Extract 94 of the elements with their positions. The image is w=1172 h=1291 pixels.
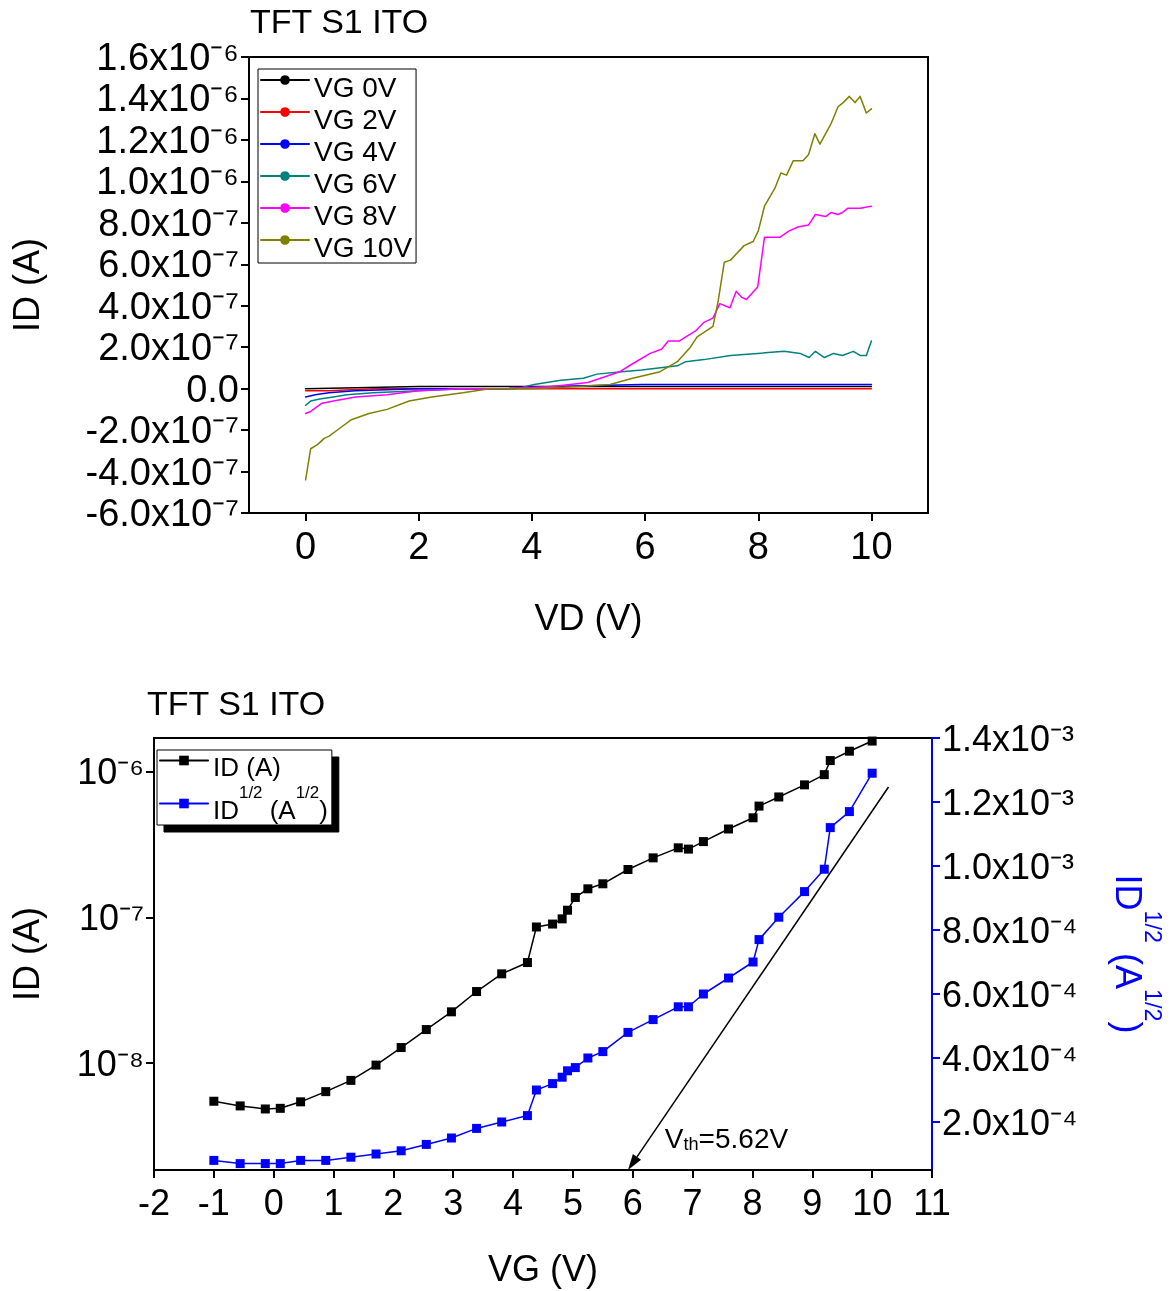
line-series xyxy=(304,205,873,415)
point xyxy=(844,746,854,756)
legend-label: VG 0V xyxy=(314,71,397,103)
point xyxy=(472,987,482,997)
point xyxy=(623,865,633,875)
point xyxy=(235,1101,245,1111)
point xyxy=(774,792,784,802)
point xyxy=(819,770,829,780)
y2-tick-label: 2.0x10⁻⁴ xyxy=(942,1101,1078,1143)
point xyxy=(673,843,683,853)
x-tick-label: 4 xyxy=(521,525,543,567)
y-tick-label: 8.0x10⁻⁷ xyxy=(98,201,239,244)
y-axis-title: ID (A) xyxy=(5,238,47,332)
y-tick-label: 1.0x10⁻⁶ xyxy=(96,160,239,203)
chart-title: TFT S1 ITO xyxy=(147,684,326,722)
x-tick-label: 8 xyxy=(747,525,769,567)
point xyxy=(446,1007,456,1017)
x-tick-label: -1 xyxy=(197,1181,230,1223)
point xyxy=(825,756,835,766)
x-axis-title: VD (V) xyxy=(534,596,643,638)
point xyxy=(583,884,593,894)
point xyxy=(531,922,541,932)
point xyxy=(346,1075,356,1085)
y2-tick-label: 1.4x10⁻³ xyxy=(942,717,1075,759)
y-tick-label: -4.0x10⁻⁷ xyxy=(85,450,239,493)
x-tick-label: 7 xyxy=(682,1181,703,1223)
y2-tick-label: 4.0x10⁻⁴ xyxy=(942,1037,1078,1079)
y-tick-label: 10⁻⁸ xyxy=(76,1042,144,1084)
point xyxy=(497,969,507,979)
point xyxy=(296,1097,306,1107)
x-tick-label: 1 xyxy=(323,1181,344,1223)
legend-label: VG 2V xyxy=(314,103,397,135)
point xyxy=(570,892,580,902)
x-tick-label: 0 xyxy=(295,525,317,567)
y-tick-label: -6.0x10⁻⁷ xyxy=(85,492,239,534)
x-tick-label: 2 xyxy=(408,525,430,567)
y2-tick-label: 1.0x10⁻³ xyxy=(942,845,1075,887)
legend-label: VG 8V xyxy=(314,199,397,231)
point xyxy=(209,1096,219,1106)
y2-tick-label: 8.0x10⁻⁴ xyxy=(942,909,1078,951)
legend-label: ID (A) xyxy=(213,752,281,782)
y-tick-label: -2.0x10⁻⁷ xyxy=(85,409,239,452)
x-tick-label: 2 xyxy=(383,1181,404,1223)
point xyxy=(522,958,532,968)
point xyxy=(260,1104,270,1114)
y-tick-label: 10⁻⁷ xyxy=(78,896,144,938)
legend-label: VG 10V xyxy=(314,231,413,263)
x-tick-label: 3 xyxy=(443,1181,464,1223)
point xyxy=(598,879,608,889)
x-tick-label: 0 xyxy=(263,1181,284,1223)
x-tick-label: -2 xyxy=(137,1181,171,1223)
y-tick-label: 0.0 xyxy=(186,367,239,410)
point xyxy=(275,1103,285,1113)
y2-tick-label: 6.0x10⁻⁴ xyxy=(942,973,1078,1015)
y-tick-label: 1.4x10⁻⁶ xyxy=(96,77,239,120)
point xyxy=(548,919,558,929)
point xyxy=(396,1043,406,1053)
point xyxy=(421,1025,431,1035)
annotation: Vth=5.62V xyxy=(664,1123,789,1155)
point xyxy=(563,905,573,915)
x-tick-label: 9 xyxy=(802,1181,823,1223)
point xyxy=(748,813,758,823)
x-axis-title: VG (V) xyxy=(487,1247,599,1289)
legend-label: VG 4V xyxy=(314,135,397,167)
y-tick-label: 6.0x10⁻⁷ xyxy=(98,243,239,286)
point xyxy=(321,1087,331,1097)
x-tick-label: 11 xyxy=(913,1181,951,1223)
x-tick-label: 8 xyxy=(742,1181,763,1223)
point xyxy=(371,1060,381,1070)
legend-label: VG 6V xyxy=(314,167,397,199)
point xyxy=(683,844,693,854)
x-tick-label: 4 xyxy=(503,1181,524,1223)
point xyxy=(648,853,658,863)
point xyxy=(557,914,567,924)
x-tick-label: 10 xyxy=(852,1181,893,1223)
line-series xyxy=(304,95,873,481)
chart-title: TFT S1 ITO xyxy=(250,2,429,40)
point xyxy=(867,736,877,746)
x-tick-label: 10 xyxy=(850,525,893,567)
x-tick-label: 6 xyxy=(634,525,656,567)
y-axis-title: ID (A) xyxy=(5,907,47,1001)
point xyxy=(800,780,810,790)
y-tick-label: 1.2x10⁻⁶ xyxy=(96,118,239,161)
y-tick-label: 10⁻⁶ xyxy=(77,751,144,793)
x-tick-label: 6 xyxy=(622,1181,643,1223)
y2-tick-label: 1.2x10⁻³ xyxy=(942,781,1075,823)
y2-axis-title: ID1/2 (A1/2) xyxy=(1107,874,1166,1034)
y-tick-label: 4.0x10⁻⁷ xyxy=(98,284,239,327)
x-tick-label: 5 xyxy=(562,1181,583,1223)
y-tick-label: 2.0x10⁻⁷ xyxy=(98,326,239,369)
point xyxy=(698,837,708,847)
point xyxy=(754,801,764,811)
y-tick-label: 1.6x10⁻⁶ xyxy=(96,36,239,78)
point xyxy=(724,824,734,834)
